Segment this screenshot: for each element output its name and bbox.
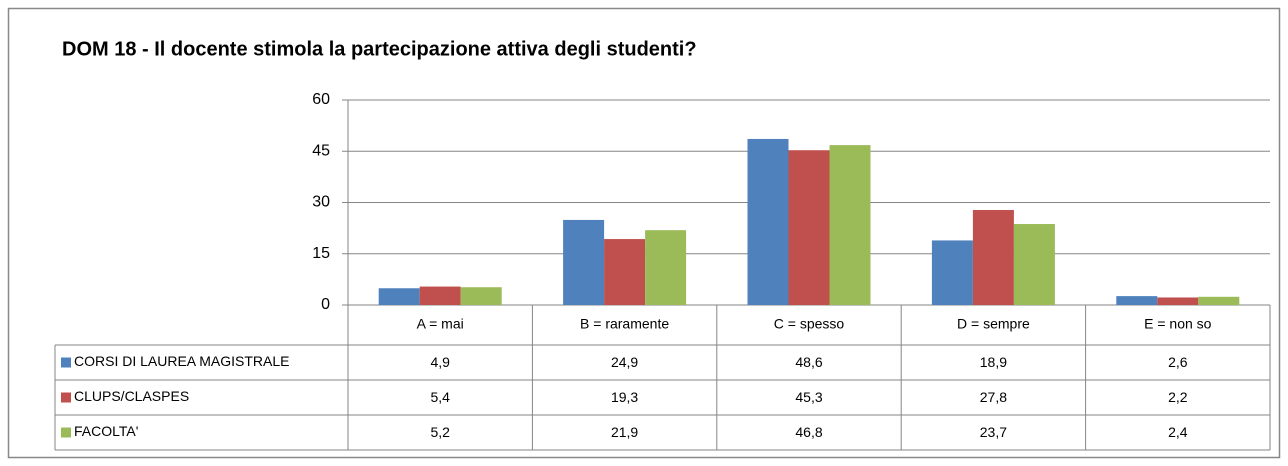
bar — [378, 288, 420, 305]
chart-title: DOM 18 - Il docente stimola la partecipa… — [62, 38, 697, 60]
bar — [419, 286, 461, 305]
bar — [931, 240, 973, 305]
bar — [460, 287, 502, 305]
bar — [972, 210, 1014, 305]
y-tick-label: 60 — [312, 91, 330, 108]
bar — [604, 239, 646, 305]
table-value: 4,9 — [430, 354, 450, 370]
bar — [563, 219, 605, 305]
table-value: 24,9 — [611, 354, 638, 370]
legend-swatch — [61, 427, 71, 438]
table-value: 27,8 — [980, 389, 1007, 405]
y-tick-label: 0 — [321, 296, 330, 313]
category-label: E = non so — [1144, 316, 1212, 332]
legend-swatch — [61, 392, 71, 403]
table-value: 5,2 — [430, 424, 450, 440]
legend-label: CLUPS/CLASPES — [74, 388, 189, 404]
bar — [747, 138, 789, 305]
bar — [788, 150, 830, 305]
bar — [1013, 224, 1055, 305]
bar — [1157, 297, 1199, 305]
bar — [829, 145, 871, 305]
table-value: 18,9 — [980, 354, 1007, 370]
table-value: 5,4 — [430, 389, 450, 405]
table-value: 2,6 — [1168, 354, 1188, 370]
table-value: 23,7 — [980, 424, 1007, 440]
table-value: 48,6 — [795, 354, 822, 370]
y-tick-label: 15 — [312, 245, 330, 262]
table-value: 21,9 — [611, 424, 638, 440]
y-tick-label: 30 — [312, 194, 330, 211]
table-value: 2,2 — [1168, 389, 1188, 405]
table-value: 45,3 — [795, 389, 822, 405]
legend-label: CORSI DI LAUREA MAGISTRALE — [74, 353, 290, 369]
table-value: 19,3 — [611, 389, 638, 405]
chart-border — [7, 7, 1281, 459]
bar — [1116, 296, 1158, 305]
category-label: D = sempre — [957, 316, 1030, 332]
category-label: B = raramente — [580, 316, 669, 332]
legend-label: FACOLTA' — [74, 423, 138, 439]
legend-swatch — [61, 357, 71, 368]
category-label: A = mai — [417, 316, 464, 332]
table-value: 2,4 — [1168, 424, 1188, 440]
y-tick-label: 45 — [312, 142, 330, 159]
bar — [645, 230, 687, 305]
table-value: 46,8 — [795, 424, 822, 440]
category-label: C = spesso — [774, 316, 845, 332]
bar — [1198, 296, 1240, 305]
